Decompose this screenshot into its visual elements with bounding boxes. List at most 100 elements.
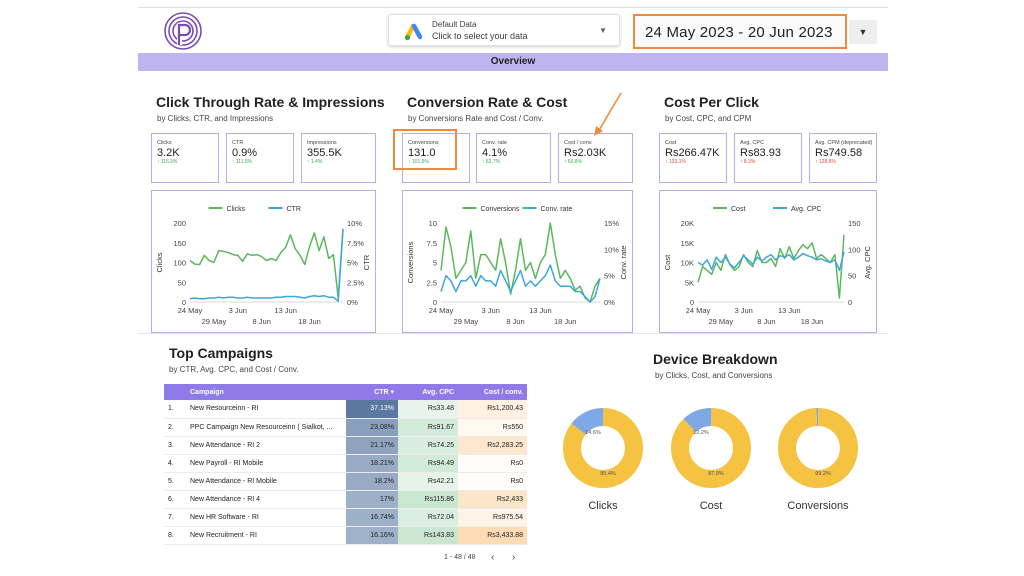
kpi-value: Rs749.58	[815, 147, 863, 159]
table-row[interactable]: 1. New Resourceinn - RI 37.13% Rs33.48 Rs1,2…	[164, 400, 527, 419]
donut-label-conversions: Conversions	[787, 500, 849, 512]
overview-banner: Overview	[138, 53, 888, 71]
kpi-change: ↑ 60.8%	[564, 159, 583, 165]
legend-label[interactable]: Conv. rate	[541, 206, 573, 213]
col-header-avg-cpc[interactable]: Avg. CPC	[398, 384, 458, 400]
row-campaign: New Recruitment - RI	[186, 526, 346, 545]
kpi-change: ↑ 82.7%	[482, 159, 501, 165]
x-tick-label: 8 Jun	[757, 317, 775, 326]
donut-slice[interactable]	[671, 408, 751, 488]
y2-tick-label: 5%	[604, 272, 615, 281]
row-avg-cpc: Rs74.25	[398, 436, 458, 455]
col-header-cost-conv[interactable]: Cost / conv.	[458, 384, 527, 400]
donut-slice[interactable]	[778, 408, 858, 488]
table-row[interactable]: 4. New Payroll - RI Mobile 18.21% Rs94.49 Rs…	[164, 454, 527, 473]
y-axis-title: Clicks	[155, 252, 164, 272]
kpi-card-cost[interactable]: Cost Rs266.47K ↑ 133.1%	[659, 133, 727, 183]
device-section-subtitle: by Clicks, Cost, and Conversions	[655, 371, 773, 380]
row-ctr: 16.74%	[346, 508, 398, 527]
donut-conversions[interactable]: 99.2%	[777, 407, 859, 489]
donut-slice[interactable]	[778, 408, 858, 488]
y2-axis-title: Conv. rate	[619, 245, 628, 279]
series-line-ctr[interactable]	[189, 229, 344, 302]
date-range-dropdown-button[interactable]: ▼	[849, 20, 877, 44]
donut-clicks[interactable]: 85.4% 14.6%	[562, 407, 644, 489]
x-tick-label: 3 Jun	[734, 306, 752, 315]
table-row[interactable]: 7. New HR Software - RI 16.74% Rs72.04 Rs975…	[164, 508, 527, 527]
kpi-card-ctr[interactable]: CTR 0.9% ↑ 111.5%	[226, 133, 294, 183]
y-tick-label: 100	[173, 259, 186, 268]
data-source-selector[interactable]: Default Data Click to select your data ▼	[388, 14, 620, 46]
prev-page-icon[interactable]: ‹	[491, 552, 495, 563]
row-index: 8.	[164, 526, 186, 545]
donut-slice-label: 87.8%	[708, 471, 724, 477]
kpi-value: 3.2K	[157, 147, 180, 159]
y2-tick-label: 10%	[604, 245, 619, 254]
kpi-card-impressions[interactable]: Impressions 355.5K ↑ 1.4%	[301, 133, 376, 183]
y2-tick-label: 0	[848, 298, 852, 307]
y2-tick-label: 7.5%	[347, 239, 364, 248]
row-cost-conv: Rs2,433	[458, 490, 527, 509]
cpc-line-chart[interactable]: Cost Avg. CPC 20K 15K 10K 5K 0 150 100 50 0 Cost Avg…	[660, 191, 876, 332]
row-avg-cpc: Rs91.67	[398, 418, 458, 437]
row-cost-conv: Rs975.54	[458, 508, 527, 527]
donut-slice[interactable]	[563, 408, 643, 488]
y-tick-label: 50	[178, 278, 186, 287]
row-ctr: 18.21%	[346, 454, 398, 473]
table-row[interactable]: 6. New Attendance - RI 4 17% Rs115.86 Rs2,43…	[164, 490, 527, 509]
kpi-label: Clicks	[157, 140, 172, 146]
col-header-ctr[interactable]: CTR ▾	[346, 384, 398, 400]
row-campaign: New Attendance - RI 4	[186, 490, 346, 509]
donut-slice[interactable]	[563, 408, 643, 488]
y-tick-label: 2.5	[427, 278, 437, 287]
series-line-clicks[interactable]	[189, 228, 344, 299]
series-line-avg-cpc[interactable]	[697, 251, 845, 272]
table-row[interactable]: 3. New Attendance - RI 2 21.17% Rs74.25 Rs2,…	[164, 436, 527, 455]
conv-line-chart[interactable]: Conversions Conv. rate 10 7.5 5 2.5 0 15% 10% 5% 0…	[403, 191, 632, 332]
kpi-value: 131.0	[408, 147, 436, 159]
series-line-conv-rate[interactable]	[440, 264, 601, 303]
kpi-value: 355.5K	[307, 147, 342, 159]
legend-label[interactable]: CTR	[287, 206, 301, 213]
kpi-card-conversions[interactable]: Conversions 131.0 ↑ 101.5%	[402, 133, 470, 183]
legend-label[interactable]: Clicks	[227, 206, 246, 213]
table-row[interactable]: 5. New Attendance - RI Mobile 18.2% Rs42.21…	[164, 472, 527, 491]
y-tick-label: 0	[182, 298, 186, 307]
table-row[interactable]: 2. PPC Campaign New Resourceinn ( Sialkot…	[164, 418, 527, 437]
legend-label[interactable]: Conversions	[481, 206, 520, 213]
next-page-icon[interactable]: ›	[512, 552, 516, 563]
kpi-card-cost-per-conv[interactable]: Cost / conv. Rs2.03K ↑ 60.8%	[558, 133, 633, 183]
campaigns-section-subtitle: by CTR, Avg. CPC, and Cost / Conv.	[169, 365, 299, 374]
x-tick-label: 29 May	[454, 317, 479, 326]
row-campaign: New Attendance - RI Mobile	[186, 472, 346, 491]
row-campaign: New Resourceinn - RI	[186, 400, 346, 419]
legend-label[interactable]: Cost	[731, 206, 745, 213]
kpi-card-clicks[interactable]: Clicks 3.2K ↑ 116.5%	[151, 133, 219, 183]
cpc-line-chart-panel: Cost Avg. CPC 20K 15K 10K 5K 0 150 100 50 0 Cost Avg…	[659, 190, 877, 333]
row-index: 3.	[164, 436, 186, 455]
kpi-label: Conv. rate	[482, 140, 507, 146]
x-tick-label: 13 Jun	[529, 306, 552, 315]
kpi-card-conv-rate[interactable]: Conv. rate 4.1% ↑ 82.7%	[476, 133, 551, 183]
date-range-picker[interactable]: 24 May 2023 - 20 Jun 2023	[633, 14, 847, 49]
series-line-conversions[interactable]	[440, 222, 601, 303]
series-line-cost[interactable]	[697, 234, 845, 299]
col-header-campaign[interactable]: Campaign	[186, 384, 346, 400]
x-tick-label: 24 May	[686, 306, 711, 315]
top-divider	[138, 7, 888, 8]
kpi-card-avg-cpm[interactable]: Avg. CPM (deprecated) Rs749.58 ↑ 128.6%	[809, 133, 877, 183]
ctr-line-chart[interactable]: Clicks CTR 200 150 100 50 0 10% 7.5% 5% 2.5% 0% Clic…	[152, 191, 375, 332]
section-divider	[138, 333, 888, 334]
y-tick-label: 0	[433, 298, 437, 307]
data-source-title: Default Data	[432, 20, 477, 29]
donut-slice[interactable]	[671, 408, 751, 488]
table-row[interactable]: 8. New Recruitment - RI 16.16% Rs143.83 Rs3,…	[164, 526, 527, 545]
row-cost-conv: Rs0	[458, 454, 527, 473]
kpi-card-avg-cpc[interactable]: Avg. CPC Rs83.93 ↑ 8.3%	[734, 133, 802, 183]
y-tick-label: 10K	[681, 259, 694, 268]
legend-label[interactable]: Avg. CPC	[791, 206, 822, 213]
row-ctr: 18.2%	[346, 472, 398, 491]
kpi-value: 4.1%	[482, 147, 508, 159]
table-pager: 1 - 48 / 48 ‹ ›	[165, 550, 527, 566]
donut-cost[interactable]: 87.8% 12.2%	[670, 407, 752, 489]
